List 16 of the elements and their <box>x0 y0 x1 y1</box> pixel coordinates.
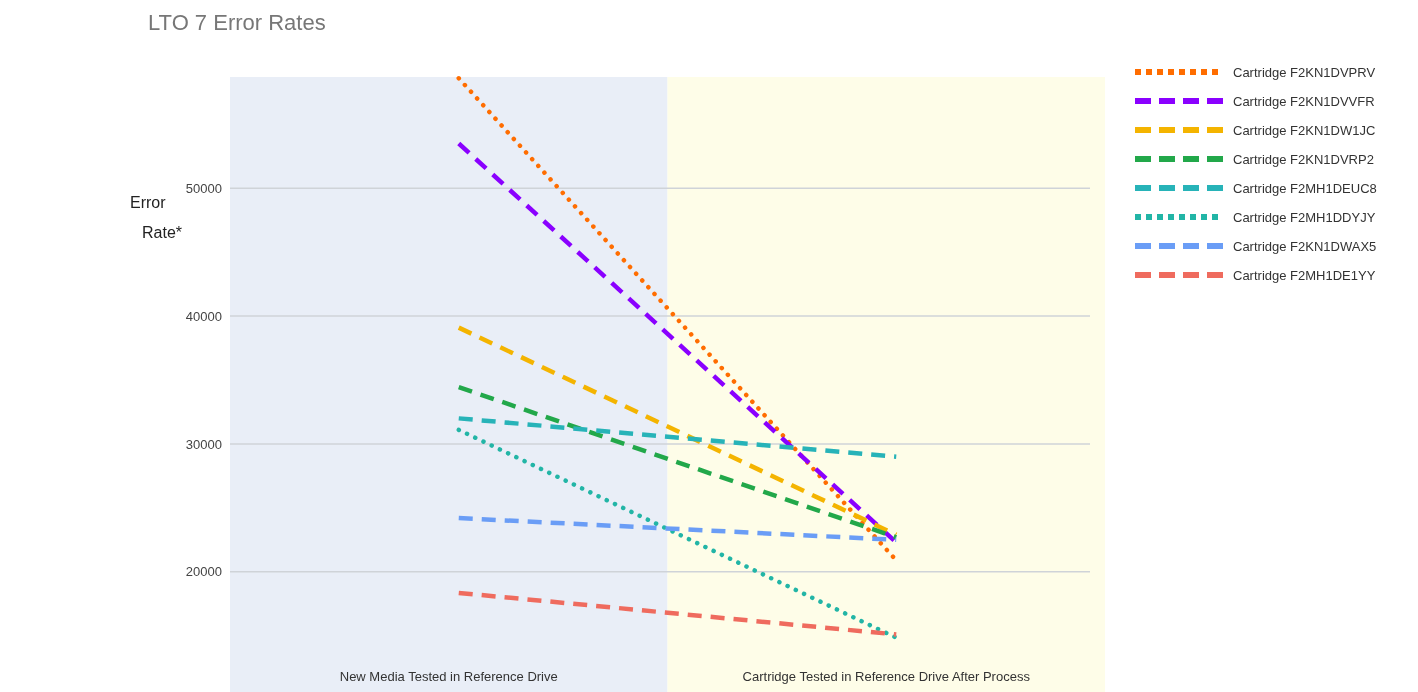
legend-label: Cartridge F2MH1DEUC8 <box>1233 180 1377 196</box>
legend-label: Cartridge F2KN1DWAX5 <box>1233 238 1377 254</box>
y-tick-label: 50000 <box>185 180 222 196</box>
x-tick-label: Cartridge Tested in Reference Drive After Process <box>742 669 1031 684</box>
y-axis-title: Error Rate* <box>130 194 183 241</box>
x-tick-label: New Media Tested in Reference Drive <box>339 669 558 684</box>
legend-label: Cartridge F2KN1DVVFR <box>1233 93 1375 109</box>
legend-label: Cartridge F2MH1DE1YY <box>1233 267 1376 283</box>
legend-label: Cartridge F2KN1DW1JC <box>1233 122 1376 138</box>
legend-label: Cartridge F2KN1DVPRV <box>1233 64 1376 80</box>
y-tick-label: 40000 <box>185 308 222 324</box>
chart-title: LTO 7 Error Rates <box>148 10 326 35</box>
legend-label: Cartridge F2KN1DVRP2 <box>1233 151 1374 167</box>
y-tick-label: 30000 <box>185 436 222 452</box>
legend-label: Cartridge F2MH1DDYJY <box>1233 209 1376 225</box>
y-tick-label: 20000 <box>185 564 222 580</box>
